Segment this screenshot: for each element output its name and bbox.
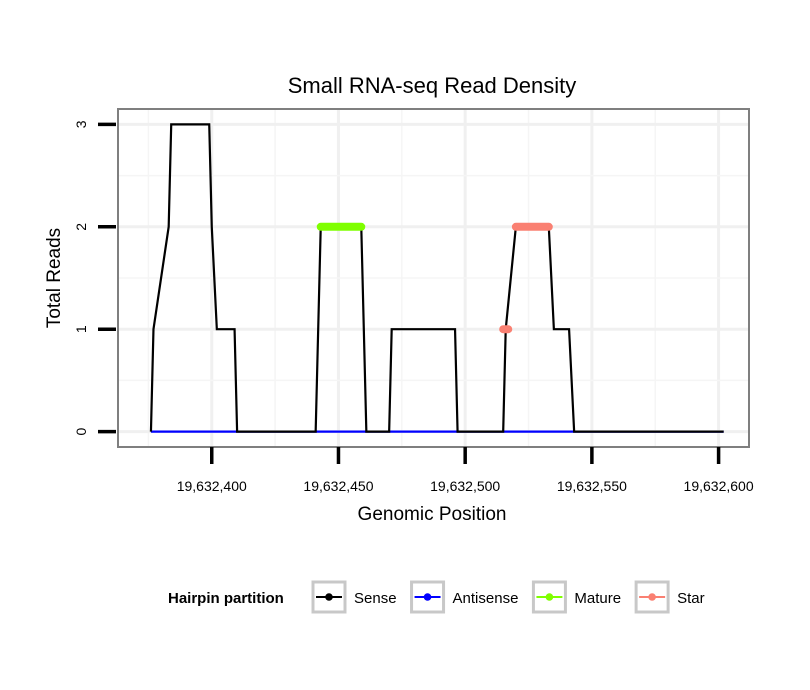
legend-item-mature: Mature <box>531 580 621 614</box>
x-tick-label: 19,632,400 <box>177 478 247 494</box>
legend-key-point <box>648 593 656 601</box>
legend-label: Sense <box>354 590 397 607</box>
legend-key-point <box>545 593 554 601</box>
chart-title: Small RNA-seq Read Density <box>288 73 577 98</box>
legend-label: Mature <box>574 590 621 607</box>
legend-item-antisense: Antisense <box>410 580 519 614</box>
x-tick-label: 19,632,600 <box>684 478 754 494</box>
x-axis-label: Genomic Position <box>358 504 507 525</box>
axis-layer: 19,632,400 19,632,450 19,632,500 19,632,550… <box>73 120 754 494</box>
legend: Hairpin partition Sense Antisense Mature St… <box>168 580 705 614</box>
legend-label: Antisense <box>453 590 519 607</box>
legend-item-sense: Sense <box>311 580 397 614</box>
x-tick-label: 19,632,550 <box>557 478 627 494</box>
legend-title: Hairpin partition <box>168 590 284 607</box>
plot-border <box>117 108 750 448</box>
legend-key-point <box>325 593 333 601</box>
y-tick-label: 2 <box>73 223 89 231</box>
legend-key-point <box>423 593 432 601</box>
legend-item-star: Star <box>634 580 705 614</box>
y-axis-label: Total Reads <box>44 228 65 328</box>
y-tick-label: 0 <box>73 428 89 436</box>
series-layer <box>149 123 724 433</box>
x-tick-label: 19,632,500 <box>430 478 500 494</box>
legend-label: Star <box>677 590 705 607</box>
y-tick-label: 3 <box>73 120 89 128</box>
x-tick-label: 19,632,450 <box>303 478 373 494</box>
y-tick-label: 1 <box>73 325 89 333</box>
